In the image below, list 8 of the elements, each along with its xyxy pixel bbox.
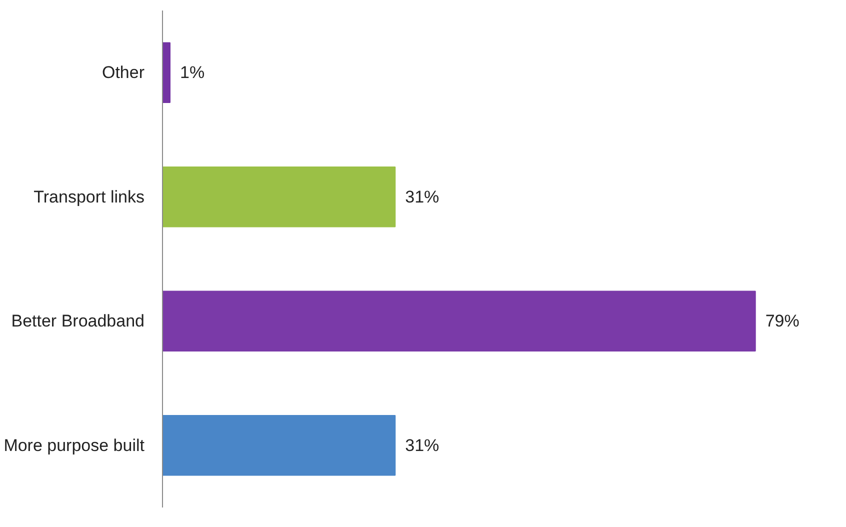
y-tick-label: More purpose built [4,436,145,455]
y-tick-label: Better Broadband [11,312,145,331]
y-tick-label: Transport links [34,187,145,206]
data-label: 79% [765,312,800,331]
data-label: 31% [405,187,440,206]
y-tick-label: Other [102,63,145,82]
data-label: 31% [405,436,440,455]
data-label: 1% [180,63,205,82]
